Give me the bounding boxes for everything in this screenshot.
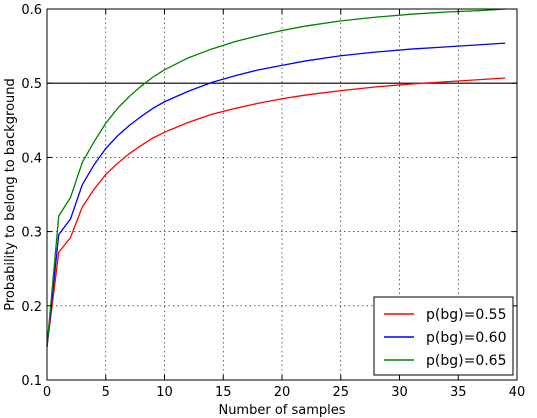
y-tick-label: 0.3 bbox=[21, 226, 42, 241]
plot-lines bbox=[46, 8, 517, 347]
series-line-3 bbox=[46, 8, 506, 347]
y-tick-label: 0.5 bbox=[21, 77, 42, 92]
tick-labels: 0 5 10 15 20 25 30 35 40 0.1 0.2 0.3 0.4 0.5 0.6 bbox=[21, 3, 525, 400]
series-line-2 bbox=[46, 42, 506, 347]
y-tick-label: 0.4 bbox=[21, 151, 42, 166]
ticks bbox=[46, 8, 518, 381]
y-axis-label: Probability to belong to background bbox=[3, 78, 18, 311]
x-tick-label: 10 bbox=[156, 385, 173, 400]
x-tick-label: 15 bbox=[215, 385, 232, 400]
x-tick-label: 5 bbox=[102, 385, 110, 400]
x-tick-label: 40 bbox=[509, 385, 526, 400]
y-tick-label: 0.1 bbox=[21, 374, 42, 389]
x-tick-label: 0 bbox=[43, 385, 51, 400]
legend-label-3: p(bg)=0.65 bbox=[426, 353, 507, 369]
x-axis-label: Number of samples bbox=[218, 403, 345, 418]
x-tick-label: 25 bbox=[332, 385, 349, 400]
x-tick-label: 20 bbox=[274, 385, 291, 400]
series-line-1 bbox=[46, 77, 506, 347]
legend: p(bg)=0.55 p(bg)=0.60 p(bg)=0.65 bbox=[373, 296, 514, 376]
legend-label-2: p(bg)=0.60 bbox=[426, 330, 507, 346]
y-tick-label: 0.6 bbox=[21, 3, 42, 18]
x-tick-label: 35 bbox=[450, 385, 467, 400]
legend-box bbox=[373, 296, 514, 376]
y-tick-label: 0.2 bbox=[21, 300, 42, 315]
x-tick-label: 30 bbox=[391, 385, 408, 400]
legend-label-1: p(bg)=0.55 bbox=[426, 307, 507, 323]
